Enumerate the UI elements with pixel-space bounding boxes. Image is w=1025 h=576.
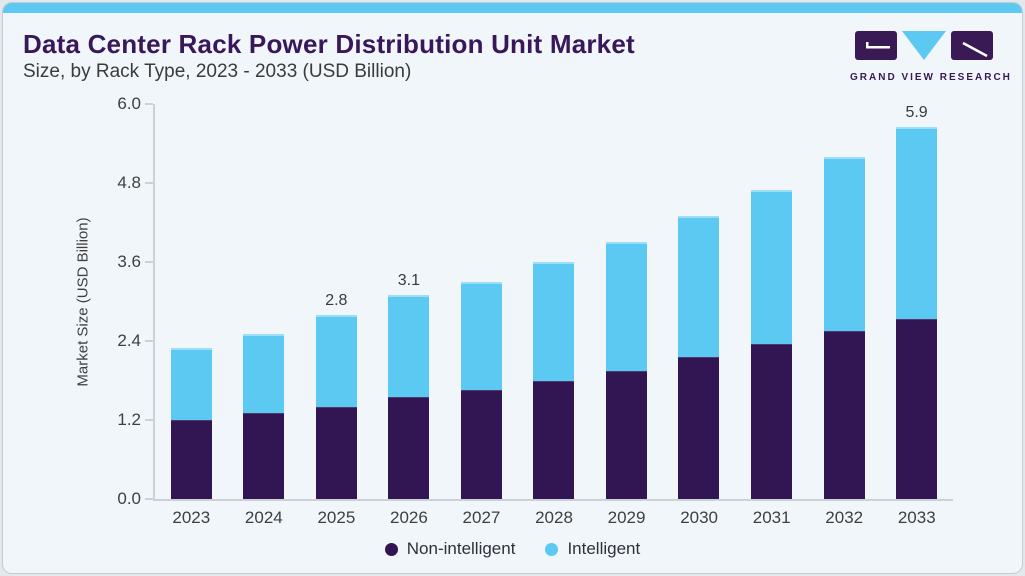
bar-segment-intelligent — [460, 281, 502, 391]
bar-2030 — [678, 104, 720, 499]
bar-segment-non-intelligent — [315, 406, 357, 499]
bar-segment-intelligent — [170, 347, 212, 420]
bar-segment-intelligent — [243, 334, 285, 414]
bar-segment-intelligent — [678, 215, 720, 358]
legend-item-non-intelligent: Non-intelligent — [384, 539, 516, 559]
y-tick-mark — [145, 261, 153, 263]
plot-area: Market Size (USD Billion) 2.8 3.1 5.9 2023… — [75, 94, 953, 527]
x-axis-label: 2028 — [535, 508, 573, 527]
bar-value-label: 5.9 — [905, 104, 928, 121]
x-axis-label: 2031 — [752, 508, 791, 527]
grand-view-research-logo: GRAND VIEW RESEARCH — [850, 31, 1012, 83]
bar-value-label: 3.1 — [397, 271, 420, 289]
logo-wordmark: GRAND VIEW RESEARCH — [850, 72, 1012, 83]
bar-2028 — [533, 104, 575, 499]
x-axis-labels: 2023 2024 2025 2026 2027 2028 2029 2030 2031 2032… — [155, 508, 953, 528]
x-axis-label: 2027 — [462, 508, 501, 527]
x-axis-label: 2023 — [172, 508, 211, 527]
bar-segment-non-intelligent — [460, 390, 502, 499]
bar-2029 — [605, 104, 647, 499]
legend-label: Non-intelligent — [406, 539, 516, 558]
x-axis-label: 2025 — [317, 508, 356, 527]
legend-item-intelligent: Intelligent — [545, 539, 640, 559]
y-tick-mark — [145, 419, 153, 421]
y-tick-mark — [145, 182, 153, 184]
chart-legend: Non-intelligent Intelligent — [3, 539, 1022, 559]
bar-2033: 5.9 — [896, 104, 938, 499]
y-axis-title: Market Size (USD Billion) — [74, 216, 92, 387]
y-tick-mark — [145, 103, 153, 105]
bar-2027 — [460, 104, 502, 499]
chart-subtitle: Size, by Rack Type, 2023 - 2033 (USD Bil… — [23, 61, 412, 82]
y-tick-label: 3.6 — [117, 252, 141, 271]
x-axis-label: 2032 — [825, 508, 864, 527]
bar-2032 — [823, 104, 865, 499]
bar-segment-intelligent — [315, 314, 357, 407]
bar-2031 — [751, 104, 793, 499]
y-tick-label: 4.8 — [117, 173, 141, 192]
legend-label: Intelligent — [567, 539, 641, 558]
x-axis-label: 2024 — [244, 508, 283, 527]
bar-segment-non-intelligent — [823, 331, 865, 499]
bar-segment-non-intelligent — [388, 396, 430, 499]
bar-segment-intelligent — [896, 127, 938, 320]
bar-segment-non-intelligent — [243, 413, 285, 499]
y-tick-label: 6.0 — [117, 94, 141, 113]
bar-segment-intelligent — [388, 294, 430, 397]
bar-2026: 3.1 — [388, 104, 430, 499]
bar-segment-non-intelligent — [678, 357, 720, 499]
top-accent-bar — [3, 3, 1022, 13]
bar-value-label: 2.8 — [325, 291, 348, 309]
bar-2024 — [243, 104, 285, 499]
bar-segment-non-intelligent — [605, 370, 647, 499]
x-axis-label: 2030 — [680, 508, 719, 527]
y-tick-mark — [145, 340, 153, 342]
y-tick-label: 2.4 — [117, 331, 141, 350]
y-tick-label: 1.2 — [117, 410, 141, 429]
bar-segment-non-intelligent — [170, 420, 212, 499]
x-axis-label: 2026 — [390, 508, 428, 527]
bar-2023 — [170, 104, 212, 499]
bar-segment-intelligent — [751, 189, 793, 345]
y-tick-mark — [145, 498, 153, 500]
bar-segment-intelligent — [605, 242, 647, 371]
x-axis-label: 2033 — [897, 508, 936, 527]
bar-segment-non-intelligent — [896, 319, 938, 499]
legend-swatch — [545, 542, 559, 556]
legend-swatch — [384, 542, 398, 556]
bar-segment-intelligent — [823, 156, 865, 332]
bar-segment-non-intelligent — [751, 344, 793, 499]
bar-2025: 2.8 — [315, 104, 357, 499]
y-tick-label: 0.0 — [117, 489, 141, 508]
chart-title: Data Center Rack Power Distribution Unit… — [23, 29, 635, 59]
gvr-logo-icon — [855, 31, 993, 60]
bars-container: 2.8 3.1 5.9 — [155, 104, 953, 499]
bar-segment-intelligent — [533, 262, 575, 381]
bar-segment-non-intelligent — [533, 380, 575, 499]
x-axis-label: 2029 — [607, 508, 646, 527]
